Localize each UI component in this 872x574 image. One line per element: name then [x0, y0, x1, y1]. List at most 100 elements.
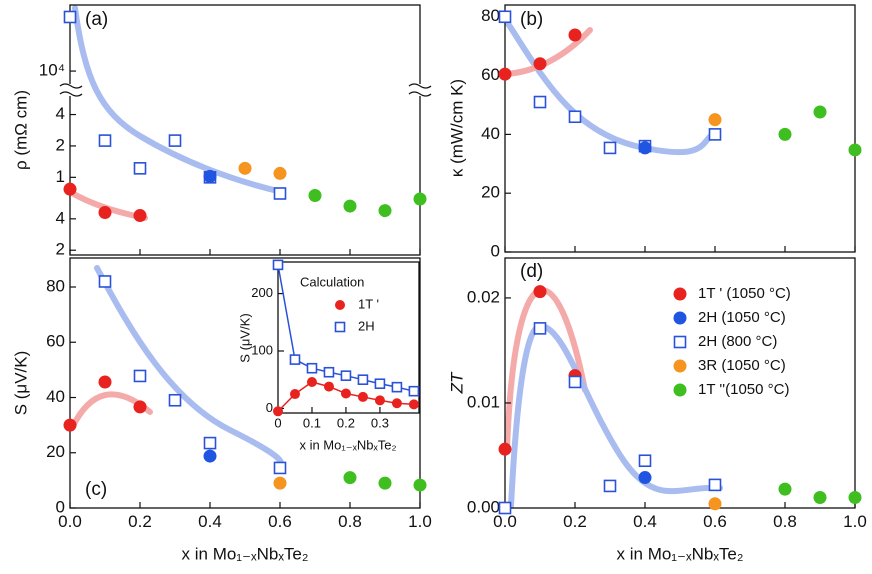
- y-tick-label: 0: [266, 400, 273, 415]
- marker: [63, 182, 77, 196]
- marker: [378, 204, 392, 218]
- legend-label: 1T ': [358, 296, 379, 311]
- marker: [203, 169, 217, 183]
- plot-frame: [504, 4, 856, 253]
- break-gap: [60, 84, 82, 96]
- panel-label: (b): [520, 9, 543, 30]
- marker: [813, 490, 827, 504]
- x-tick-label: 0.8: [773, 512, 797, 531]
- guide-curve: [504, 19, 718, 156]
- legend-label: 2H (800 °C): [698, 333, 777, 350]
- x-tick-label: 0.0: [493, 512, 517, 531]
- marker: [273, 476, 287, 490]
- marker: [133, 369, 147, 383]
- marker: [568, 28, 582, 42]
- marker: [408, 399, 419, 410]
- plots: 2 4 1 2 4 10⁴ (a) ρ (mΩ cm) 0 20 40 60 80 (b) κ (mW/cm…: [11, 4, 867, 563]
- y-axis-title: S (μV/K): [11, 351, 30, 416]
- marker: [378, 476, 392, 490]
- x-tick-label: 0.4: [198, 512, 222, 531]
- marker: [708, 113, 722, 127]
- x-tick-label: 0.2: [128, 512, 152, 531]
- y-tick-label: 80: [481, 6, 500, 25]
- legend-label: 1T ' (1050 °C): [698, 285, 791, 302]
- y-tick-label: 0: [491, 241, 500, 260]
- panel-label: (c): [85, 479, 107, 500]
- marker: [568, 110, 582, 124]
- marker: [638, 471, 652, 485]
- y-axis-title: ZT: [447, 371, 466, 394]
- marker: [238, 161, 252, 175]
- x-axis-title: x in Mo₁₋ₓNbₓTe₂: [182, 544, 309, 563]
- marker: [498, 10, 512, 24]
- marker: [603, 141, 617, 155]
- y-tick-label: 40: [46, 387, 65, 406]
- marker: [391, 381, 403, 393]
- marker: [848, 143, 862, 157]
- marker: [323, 381, 334, 392]
- marker: [98, 206, 112, 220]
- x-tick-label: 0: [274, 415, 281, 430]
- marker: [778, 482, 792, 496]
- legend-label: 2H (1050 °C): [698, 309, 786, 326]
- marker: [848, 490, 862, 504]
- x-tick-label: 0.2: [563, 512, 587, 531]
- marker: [533, 322, 547, 335]
- marker: [323, 366, 335, 378]
- legend-marker: [673, 287, 687, 301]
- guide-curve: [504, 27, 593, 77]
- marker: [63, 418, 77, 432]
- marker: [133, 400, 147, 414]
- y-tick-label: 1: [56, 167, 65, 186]
- y-tick-label: 80: [46, 276, 65, 295]
- x-tick-label: 0.6: [703, 512, 727, 531]
- plot-frame: [69, 257, 421, 509]
- plot-frame: [277, 261, 420, 414]
- plot-frame: [504, 257, 856, 509]
- marker: [813, 105, 827, 119]
- x-tick-label: 0.4: [633, 512, 657, 531]
- marker: [133, 162, 147, 175]
- guide-curve: [72, 5, 285, 195]
- y-tick-label: 20: [46, 442, 65, 461]
- marker: [273, 166, 287, 180]
- guide-curves: [69, 5, 723, 509]
- y-tick-label: 4: [56, 104, 65, 123]
- marker: [306, 376, 317, 387]
- marker: [533, 95, 547, 109]
- y-tick-label: 10⁴: [39, 61, 65, 80]
- legend-label: 1T ''(1050 °C): [698, 381, 790, 398]
- marker: [374, 395, 385, 406]
- y-axis-title: κ (mW/cm K): [447, 79, 466, 177]
- break-mark: [408, 83, 432, 97]
- y-tick-label: 2: [56, 240, 65, 259]
- break-gap: [409, 84, 431, 96]
- guide-curve: [508, 322, 723, 509]
- legend-marker: [334, 321, 346, 333]
- marker: [413, 192, 427, 206]
- marker: [340, 388, 351, 399]
- marker: [568, 375, 582, 389]
- marker: [343, 471, 357, 485]
- marker: [708, 478, 722, 492]
- legend-marker: [673, 359, 687, 373]
- marker: [391, 398, 402, 409]
- marker: [374, 378, 386, 390]
- y-tick-label: 0.02: [467, 287, 500, 306]
- plot-frame: [69, 4, 421, 256]
- marker: [778, 127, 792, 141]
- legend-marker: [673, 335, 687, 349]
- y-tick-label: 60: [481, 65, 500, 84]
- marker: [289, 389, 300, 400]
- marker: [413, 478, 427, 492]
- x-tick-label: 0.8: [338, 512, 362, 531]
- marker: [168, 393, 182, 407]
- panel-label: (d): [520, 261, 543, 282]
- panel-label: (a): [85, 9, 108, 30]
- marker: [63, 10, 77, 24]
- break-mark: [59, 83, 83, 97]
- marker: [638, 454, 652, 468]
- x-axis-title: x in Mo₁₋ₓNbₓTe₂: [617, 544, 744, 563]
- y-tick-label: 200: [251, 285, 273, 300]
